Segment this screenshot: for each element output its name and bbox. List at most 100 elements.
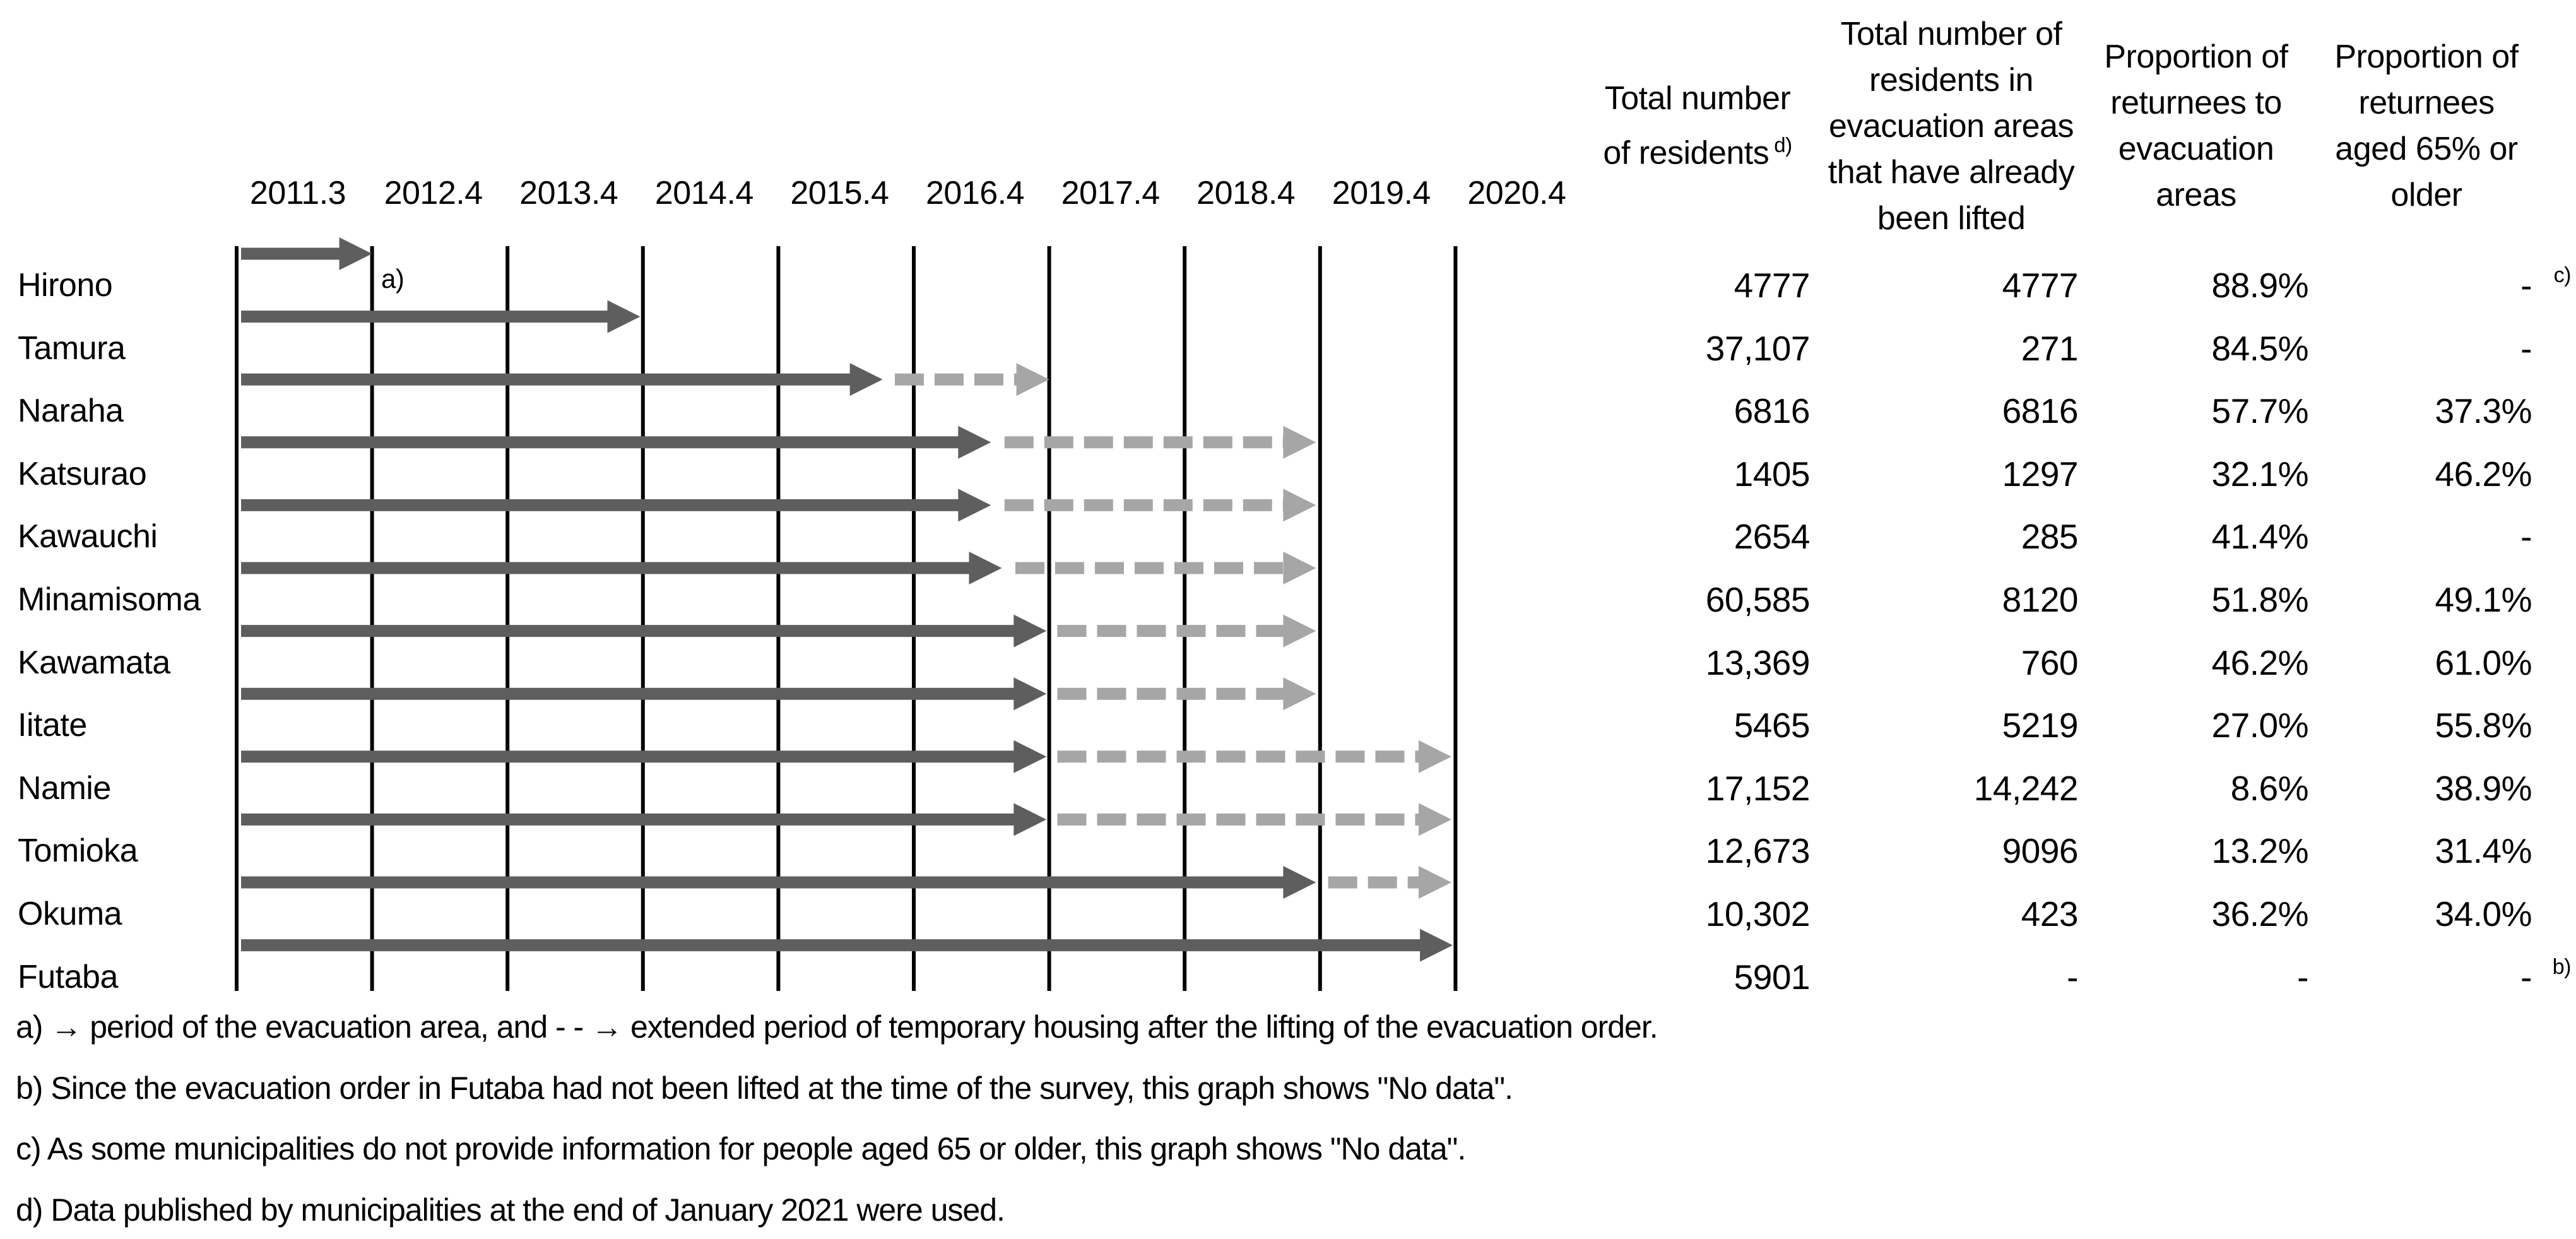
solid-arrow-head-Tomioka bbox=[1013, 803, 1047, 836]
table-cell: 27.0% bbox=[2211, 706, 2309, 745]
column-header-2: Total number of residents in evacuation ar… bbox=[1814, 9, 2089, 243]
table-cell: 14,242 bbox=[1973, 768, 2079, 808]
column-header-line: older bbox=[2390, 177, 2462, 213]
table-cell: 49.1% bbox=[2435, 580, 2532, 619]
solid-arrow-head-Okuma bbox=[1283, 866, 1316, 899]
table-cell: 9096 bbox=[2002, 831, 2079, 871]
table-cell: - bbox=[2520, 517, 2532, 557]
table-cell: 12,673 bbox=[1705, 831, 1811, 871]
year-tick-label: 2013.4 bbox=[519, 175, 618, 211]
municipality-label-futaba: Futaba bbox=[18, 958, 118, 995]
table-cell: 2654 bbox=[1734, 517, 1811, 557]
footnote-ref-b: b) bbox=[2552, 954, 2572, 979]
footnote-c: c) As some municipalities do not provide… bbox=[16, 1131, 1466, 1166]
table-cell: 37,107 bbox=[1705, 328, 1811, 368]
table-cell: 423 bbox=[2021, 894, 2079, 934]
footnote-d: d) Data published by municipalities at t… bbox=[16, 1192, 1005, 1228]
column-header-line: evacuation areas bbox=[1828, 107, 2074, 145]
year-tick-label: 2020.4 bbox=[1467, 175, 1566, 211]
solid-arrow-head-Kawamata bbox=[1013, 614, 1047, 648]
table-cell: 41.4% bbox=[2211, 517, 2309, 557]
table-cell: - bbox=[2297, 957, 2308, 997]
year-tick-label: 2018.4 bbox=[1196, 175, 1296, 211]
solid-arrow-head-Futaba bbox=[1420, 928, 1453, 962]
municipality-label-katsurao: Katsurao bbox=[18, 455, 147, 492]
municipality-label-tamura: Tamura bbox=[18, 329, 126, 367]
dashed-arrow-head-Minamisoma bbox=[1283, 552, 1316, 584]
column-header-line: returnees to bbox=[2110, 85, 2282, 121]
solid-arrow-head-Tamura bbox=[607, 300, 641, 333]
municipality-label-kawauchi: Kawauchi bbox=[18, 518, 158, 555]
table-cell: - c) bbox=[2520, 263, 2571, 307]
column-header-line: Proportion of bbox=[2334, 39, 2519, 75]
column-header-line: Total number bbox=[1604, 80, 1791, 117]
dashed-arrow-head-Kawamata bbox=[1283, 614, 1316, 648]
table-cell: 10,302 bbox=[1705, 894, 1811, 934]
table-cell: 13,369 bbox=[1705, 643, 1811, 682]
year-tick-label: 2016.4 bbox=[925, 175, 1025, 211]
municipality-label-hirono: Hirono bbox=[18, 267, 113, 304]
municipality-label-okuma: Okuma bbox=[18, 896, 122, 932]
column-header-line: residents in bbox=[1869, 61, 2033, 98]
table-cell: 34.0% bbox=[2435, 894, 2532, 934]
table-cell: 57.7% bbox=[2211, 391, 2309, 431]
table-cell: 17,152 bbox=[1705, 768, 1811, 808]
solid-arrow-head-Kawauchi bbox=[958, 489, 991, 522]
municipality-label-tomioka: Tomioka bbox=[18, 833, 138, 870]
table-cell: 760 bbox=[2021, 643, 2079, 682]
table-cell: 55.8% bbox=[2435, 706, 2532, 745]
solid-arrow-head-Hirono bbox=[339, 237, 372, 270]
column-header-line: areas bbox=[2156, 177, 2236, 213]
year-tick-label: 2015.4 bbox=[790, 175, 889, 211]
municipality-label-minamisoma: Minamisoma bbox=[18, 581, 201, 618]
table-cell: 4777 bbox=[2002, 266, 2079, 305]
footnote-ref-c: c) bbox=[2553, 263, 2572, 287]
column-header-line: Total number of bbox=[1840, 15, 2062, 52]
table-cell: 5465 bbox=[1734, 706, 1811, 745]
table-cell: 4777 bbox=[1734, 266, 1811, 305]
dashed-arrow-head-Tomioka bbox=[1418, 803, 1451, 836]
table-cell: 46.2% bbox=[2435, 454, 2532, 494]
municipality-label-namie: Namie bbox=[18, 769, 111, 807]
table-cell: 1405 bbox=[1734, 454, 1811, 494]
column-header-line: evacuation bbox=[2118, 131, 2274, 167]
column-header-3: Proportion of returnees to evacuation areas bbox=[2077, 25, 2315, 227]
column-header-line: Proportion of bbox=[2104, 39, 2288, 75]
municipality-label-iitate: Iitate bbox=[18, 707, 87, 744]
table-cell: - bbox=[2520, 328, 2532, 368]
solid-arrow-head-Iitate bbox=[1013, 677, 1047, 711]
dashed-arrow-head-Katsurao bbox=[1283, 425, 1316, 459]
table-cell: 38.9% bbox=[2435, 768, 2532, 808]
table-cell: - bbox=[2067, 957, 2078, 997]
table-cell: 61.0% bbox=[2435, 643, 2532, 682]
table-cell: 84.5% bbox=[2211, 328, 2309, 368]
table-cell: 271 bbox=[2021, 328, 2079, 368]
municipality-label-naraha: Naraha bbox=[18, 393, 124, 430]
year-tick-label: 2017.4 bbox=[1061, 175, 1161, 211]
solid-arrow-head-Naraha bbox=[849, 363, 883, 396]
table-cell: 285 bbox=[2021, 517, 2079, 557]
table-cell: 8120 bbox=[2002, 580, 2079, 619]
column-header-line: aged 65% or bbox=[2335, 131, 2518, 167]
table-cell: 13.2% bbox=[2211, 831, 2309, 871]
table-cell: 5901 bbox=[1734, 957, 1811, 997]
table-cell: 88.9% bbox=[2211, 266, 2309, 305]
table-cell: 60,585 bbox=[1705, 580, 1811, 619]
year-tick-label: 2019.4 bbox=[1332, 175, 1431, 211]
column-header-line: of residents d) bbox=[1603, 133, 1792, 172]
column-header-line: been lifted bbox=[1877, 199, 2026, 237]
table-cell: 37.3% bbox=[2435, 391, 2532, 431]
dashed-arrow-head-Kawauchi bbox=[1283, 489, 1316, 522]
dashed-arrow-head-Naraha bbox=[1016, 363, 1049, 396]
solid-arrow-head-Katsurao bbox=[958, 425, 991, 459]
table-cell: 31.4% bbox=[2435, 831, 2532, 871]
dashed-arrow-head-Namie bbox=[1418, 740, 1451, 773]
table-cell: 6816 bbox=[2002, 391, 2079, 431]
solid-arrow-head-Namie bbox=[1013, 740, 1047, 773]
table-cell: 8.6% bbox=[2230, 768, 2309, 808]
footnote-a: a) → period of the evacuation area, and … bbox=[16, 1009, 1658, 1045]
column-header-line: returnees bbox=[2358, 85, 2495, 121]
solid-arrow-head-Minamisoma bbox=[969, 552, 1002, 584]
